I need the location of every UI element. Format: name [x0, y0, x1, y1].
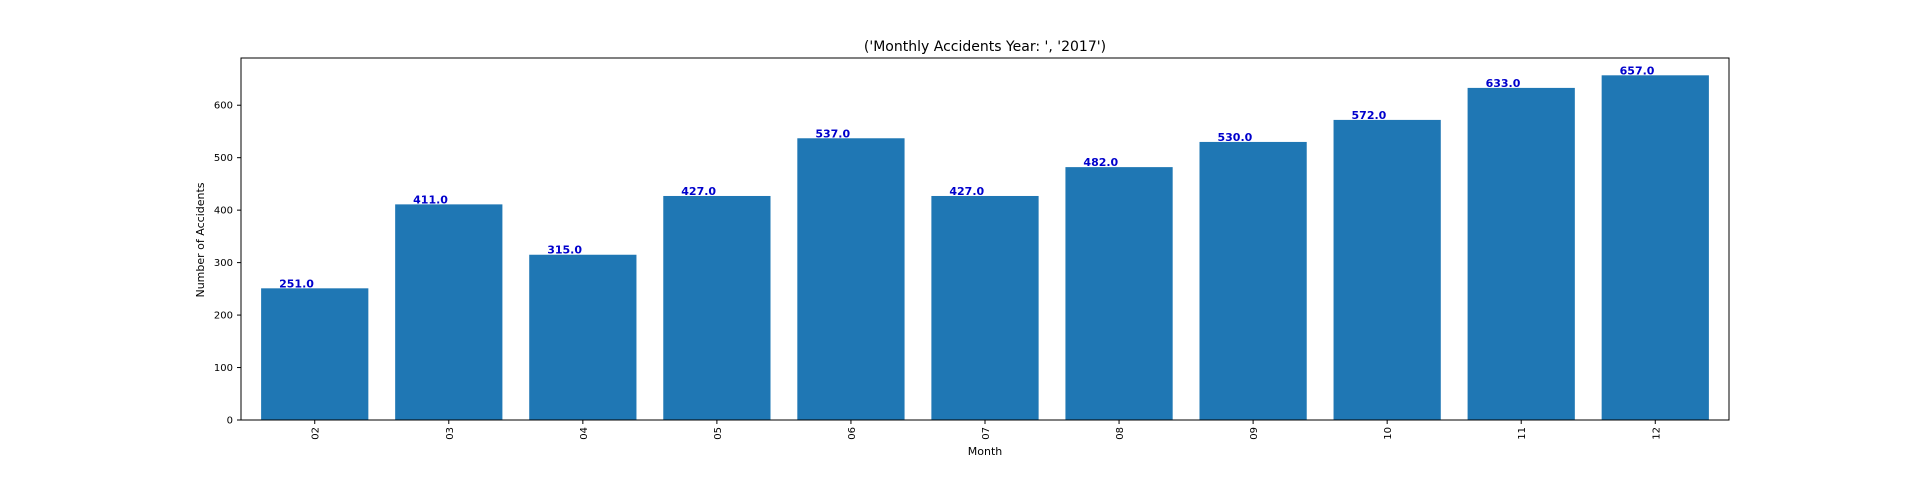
x-tick-label-02: 02 — [311, 427, 322, 440]
x-axis-label: Month — [968, 445, 1003, 458]
data-label-06: 537.0 — [815, 127, 850, 140]
bar-07 — [931, 195, 1039, 420]
x-tick-label-11: 11 — [1517, 427, 1528, 440]
y-tick-label-0: 0 — [227, 416, 233, 427]
bar-09 — [1199, 141, 1307, 420]
x-tick-label-07: 07 — [981, 427, 992, 440]
data-label-05: 427.0 — [681, 185, 716, 198]
y-tick-label-500: 500 — [214, 153, 233, 164]
bar-08 — [1065, 167, 1173, 420]
bar-06 — [797, 138, 905, 420]
x-tick-label-10: 10 — [1383, 427, 1394, 440]
data-label-04: 315.0 — [547, 244, 582, 257]
data-label-08: 482.0 — [1083, 156, 1118, 169]
y-tick-label-400: 400 — [214, 206, 233, 217]
plot-frame — [240, 57, 1730, 421]
bar-12 — [1601, 75, 1709, 420]
data-label-12: 657.0 — [1620, 64, 1655, 77]
bar-05 — [663, 195, 771, 420]
x-tick-label-06: 06 — [847, 427, 858, 440]
x-tick-label-03: 03 — [445, 427, 456, 440]
x-tick-label-08: 08 — [1115, 427, 1126, 440]
y-axis-label: Number of Accidents — [194, 182, 207, 297]
x-axis: 02 03 04 05 06 07 08 09 10 11 12 — [311, 420, 1662, 440]
bar-10 — [1333, 119, 1441, 420]
data-labels-group: 251.0 411.0 315.0 427.0 537.0 427.0 482.0 530.0… — [279, 64, 1655, 290]
y-tick-label-300: 300 — [214, 258, 233, 269]
data-label-07: 427.0 — [949, 185, 984, 198]
y-axis: 0 100 200 300 400 500 600 — [214, 101, 241, 427]
data-label-11: 633.0 — [1486, 77, 1521, 90]
y-tick-label-600: 600 — [214, 101, 233, 112]
y-tick-label-200: 200 — [214, 311, 233, 322]
x-tick-label-12: 12 — [1651, 427, 1662, 440]
bars-group — [261, 75, 1709, 421]
data-label-09: 530.0 — [1217, 131, 1252, 144]
data-label-10: 572.0 — [1352, 109, 1387, 122]
bar-04 — [529, 254, 637, 420]
bar-03 — [395, 204, 503, 420]
x-tick-label-05: 05 — [713, 427, 724, 440]
bar-11 — [1467, 87, 1575, 421]
bar-02 — [261, 288, 369, 420]
data-label-02: 251.0 — [279, 277, 314, 290]
x-tick-label-09: 09 — [1249, 427, 1260, 440]
y-tick-label-100: 100 — [214, 363, 233, 374]
x-tick-label-04: 04 — [579, 427, 590, 440]
chart-title: ('Monthly Accidents Year: ', '2017') — [864, 39, 1106, 55]
data-label-03: 411.0 — [413, 193, 448, 206]
